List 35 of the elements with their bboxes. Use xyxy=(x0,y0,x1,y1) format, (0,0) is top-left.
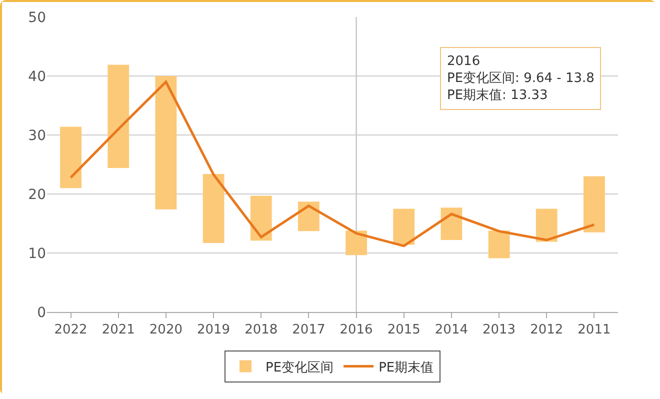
annotation: 2016 xyxy=(447,54,480,69)
bar xyxy=(488,230,510,258)
bar xyxy=(60,126,82,188)
legend-label: PE期末值 xyxy=(378,360,434,376)
x-tick-label: 2022 xyxy=(54,322,88,338)
annotation: PE变化区间: 9.64 - 13.8 xyxy=(447,70,594,86)
y-tick-label: 20 xyxy=(28,186,46,203)
bar xyxy=(202,174,224,243)
bar xyxy=(584,176,605,232)
bar xyxy=(536,208,558,242)
x-tick-label: 2011 xyxy=(578,322,611,338)
bar xyxy=(346,230,367,256)
x-tick-label: 2017 xyxy=(292,322,326,338)
y-tick-label: 0 xyxy=(37,304,46,321)
bar xyxy=(108,64,130,168)
x-tick-label: 2018 xyxy=(244,322,278,338)
bar xyxy=(393,208,415,245)
x-tick-label: 2013 xyxy=(482,322,516,338)
x-tick-label: 2014 xyxy=(434,322,468,338)
x-tick-label: 2020 xyxy=(149,322,183,338)
x-tick-label: 2012 xyxy=(530,322,564,338)
y-tick-label: 40 xyxy=(28,68,46,85)
x-tick-label: 2016 xyxy=(340,322,373,338)
bar xyxy=(155,76,177,210)
x-tick-label: 2021 xyxy=(102,322,135,338)
y-tick-label: 10 xyxy=(28,246,46,262)
x-tick-label: 2015 xyxy=(387,322,420,338)
y-tick-label: 50 xyxy=(28,10,46,26)
legend-label: PE变化区间 xyxy=(266,360,334,376)
bar xyxy=(440,208,462,240)
annotation: PE期末值: 13.33 xyxy=(447,88,548,103)
y-tick-label: 30 xyxy=(28,128,46,144)
bar xyxy=(298,202,320,232)
x-tick-label: 2019 xyxy=(196,322,230,338)
bar xyxy=(250,196,272,241)
